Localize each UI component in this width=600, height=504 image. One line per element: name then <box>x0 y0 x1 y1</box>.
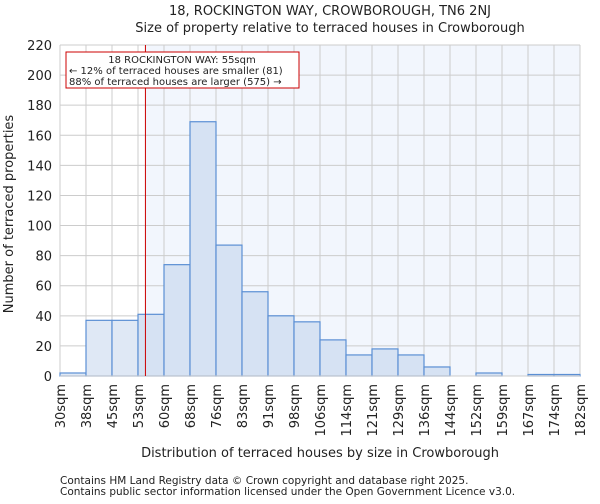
annotation-line: ← 12% of terraced houses are smaller (81… <box>69 66 283 77</box>
annotation-line: 88% of terraced houses are larger (575) … <box>69 77 282 88</box>
bar <box>319 339 347 377</box>
x-tick-label: 136sqm <box>418 384 433 437</box>
x-tick-label: 121sqm <box>366 384 381 437</box>
y-tick-label: 60 <box>35 280 52 295</box>
bar <box>189 121 217 377</box>
bar <box>111 319 139 377</box>
chart-title: 18, ROCKINGTON WAY, CROWBOROUGH, TN6 2NJ <box>169 4 491 19</box>
bar <box>371 348 399 377</box>
y-tick-label: 220 <box>27 39 52 54</box>
footer-line-1: Contains HM Land Registry data © Crown c… <box>60 475 468 487</box>
x-tick-label: 167sqm <box>522 384 537 437</box>
x-tick-label: 129sqm <box>392 384 407 437</box>
x-tick-label: 114sqm <box>340 384 355 437</box>
x-tick-label: 68sqm <box>184 384 199 428</box>
y-tick-label: 120 <box>27 189 52 204</box>
x-tick-label: 45sqm <box>106 384 121 428</box>
x-tick-label: 38sqm <box>80 384 95 428</box>
bar <box>345 354 373 377</box>
y-tick-label: 0 <box>44 370 52 385</box>
y-tick-label: 100 <box>27 220 52 235</box>
x-axis-label: Distribution of terraced houses by size … <box>141 446 499 461</box>
x-tick-label: 53sqm <box>132 384 147 428</box>
y-tick-label: 160 <box>27 129 52 144</box>
bar <box>423 366 451 377</box>
x-tick-label: 30sqm <box>54 384 69 428</box>
annotation-line: 18 ROCKINGTON WAY: 55sqm <box>108 55 255 66</box>
x-tick-label: 76sqm <box>210 384 225 428</box>
bar <box>163 264 191 377</box>
x-tick-label: 83sqm <box>236 384 251 428</box>
bar <box>397 354 425 377</box>
footer-line-2: Contains public sector information licen… <box>60 486 515 498</box>
x-tick-label: 98sqm <box>288 384 303 428</box>
bar <box>267 315 295 377</box>
bar <box>85 319 113 377</box>
chart-subtitle: Size of property relative to terraced ho… <box>135 21 524 36</box>
x-tick-label: 152sqm <box>470 384 485 437</box>
x-tick-label: 106sqm <box>314 384 329 437</box>
bar <box>293 321 321 377</box>
y-tick-label: 140 <box>27 159 52 174</box>
x-tick-label: 144sqm <box>444 384 459 437</box>
x-tick-label: 60sqm <box>158 384 173 428</box>
y-tick-label: 20 <box>35 340 52 355</box>
bar <box>215 244 243 377</box>
x-tick-label: 182sqm <box>574 384 589 437</box>
y-tick-label: 40 <box>35 310 52 325</box>
x-tick-label: 91sqm <box>262 384 277 428</box>
x-tick-label: 174sqm <box>548 384 563 437</box>
y-tick-label: 200 <box>27 69 52 84</box>
y-axis-label: Number of terraced properties <box>2 115 17 314</box>
x-tick-label: 159sqm <box>496 384 511 437</box>
y-tick-label: 80 <box>35 250 52 265</box>
bar <box>241 291 269 377</box>
y-tick-label: 180 <box>27 99 52 114</box>
bar <box>137 313 165 377</box>
annotation-box <box>65 51 300 89</box>
